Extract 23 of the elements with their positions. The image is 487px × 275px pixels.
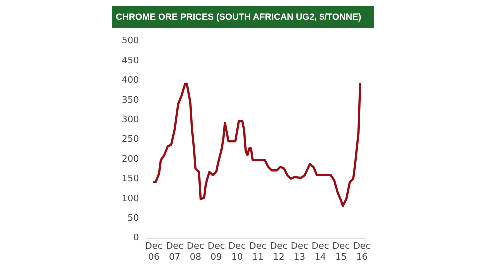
x-tick-label: Dec 07 bbox=[166, 242, 184, 263]
x-tick-label: Dec 11 bbox=[249, 242, 267, 263]
y-tick-label: 500 bbox=[122, 36, 140, 47]
x-tick-label: Dec 12 bbox=[270, 242, 288, 263]
x-tick-label: Dec 08 bbox=[187, 242, 204, 263]
y-tick-label: 100 bbox=[122, 194, 140, 204]
x-tick-label: Dec 09 bbox=[208, 242, 226, 263]
x-tick-label: Dec 13 bbox=[291, 242, 309, 263]
y-tick-label: 350 bbox=[122, 96, 140, 106]
chart-title: CHROME ORE PRICES (SOUTH AFRICAN UG2, $/TONNE) bbox=[112, 6, 374, 28]
x-tick-label: Dec 16 bbox=[353, 242, 371, 263]
y-tick-label: 50 bbox=[128, 214, 140, 224]
y-tick-label: 250 bbox=[122, 135, 140, 146]
y-tick-label: 300 bbox=[122, 116, 140, 126]
x-tick-label: Dec 15 bbox=[332, 242, 350, 263]
x-tick-label: Dec 10 bbox=[228, 242, 246, 263]
y-tick-label: 450 bbox=[122, 56, 140, 66]
y-tick-label: 400 bbox=[122, 76, 140, 86]
y-tick-label: 150 bbox=[122, 174, 140, 185]
y-tick-label: 200 bbox=[122, 154, 140, 165]
y-tick-label: 0 bbox=[133, 234, 140, 244]
x-tick-label: Dec 14 bbox=[312, 242, 330, 263]
x-tick-label: Dec 06 bbox=[145, 242, 163, 263]
